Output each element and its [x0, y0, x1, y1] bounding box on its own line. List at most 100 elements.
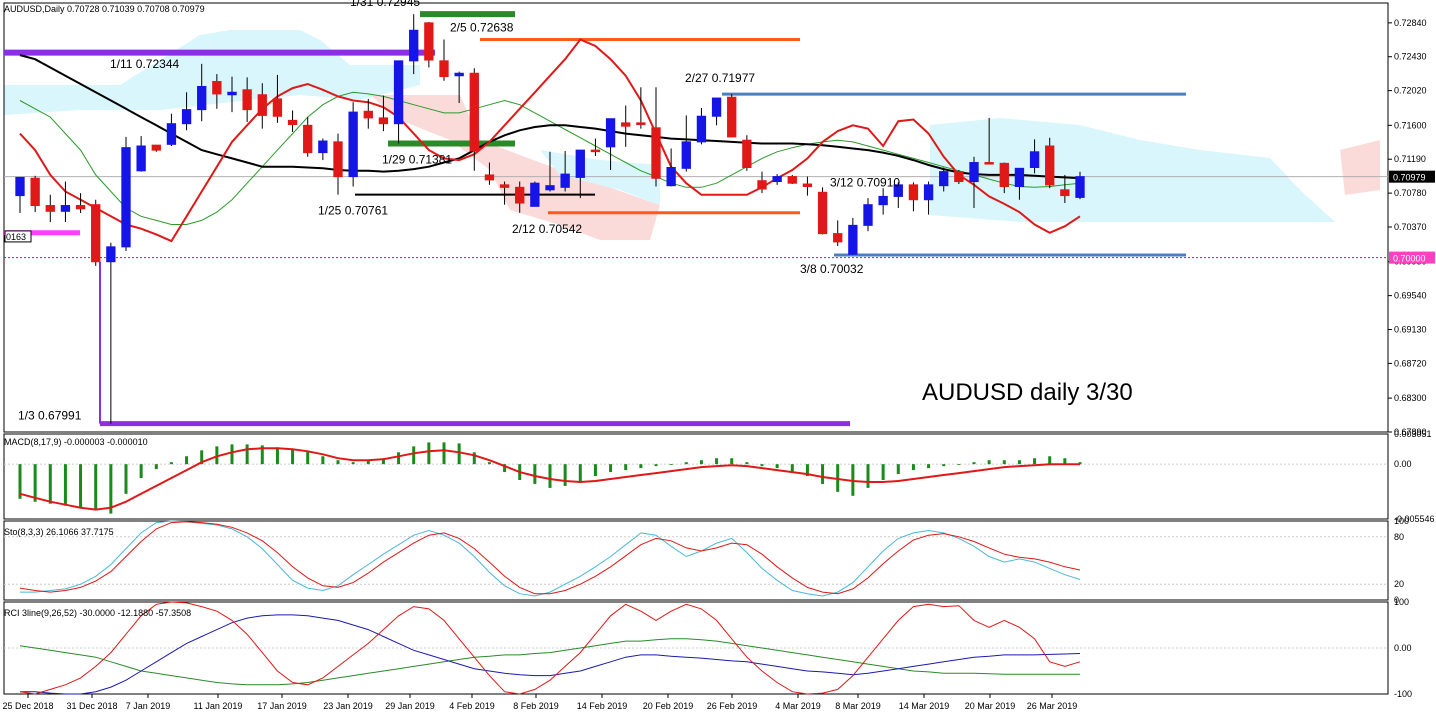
left-edge-label: 0163: [6, 232, 26, 242]
price-tick-label: 0.68720: [1394, 358, 1427, 368]
macd-bar: [760, 464, 764, 467]
macd-bar: [230, 444, 234, 465]
rci-mid-line: [20, 614, 1081, 695]
sto-tick-label: 100: [1394, 516, 1409, 526]
macd-pane: 0.003051 0.00 -0.005546: [4, 429, 1435, 524]
date-label: 26 Mar 2019: [1027, 701, 1078, 711]
macd-label: MACD(8,17,9) -0.000003 -0.000010: [4, 437, 148, 447]
candle-bear: [590, 149, 601, 153]
candle-bull: [1014, 167, 1025, 188]
macd-bar: [457, 443, 461, 465]
candle-bull: [681, 141, 691, 169]
date-label: 11 Jan 2019: [194, 701, 243, 711]
price-tick-label: 0.71600: [1394, 120, 1427, 130]
price-annotation: 3/8 0.70032: [800, 262, 864, 276]
candle-bull: [530, 182, 540, 207]
candle-bull: [1075, 176, 1085, 198]
candle-bull: [106, 246, 116, 263]
price-tick-label: 0.72020: [1394, 86, 1427, 96]
candle-bull: [848, 224, 858, 255]
macd-bar: [109, 464, 113, 514]
candle-bear: [499, 184, 510, 188]
macd-bar: [684, 462, 688, 465]
price-tick-label: 0.71190: [1394, 154, 1426, 164]
macd-bar: [669, 464, 673, 465]
candle-bear: [727, 96, 737, 138]
ichimoku-cloud: [4, 30, 1380, 240]
macd-bar: [533, 464, 537, 484]
price-annotation: 2/5 0.72638: [450, 21, 514, 35]
candle-bear: [424, 22, 434, 61]
candle-bull: [136, 145, 146, 172]
date-label: 8 Feb 2019: [513, 701, 559, 711]
candle-bull: [545, 185, 555, 191]
macd-bar: [351, 462, 355, 465]
date-label: 31 Dec 2018: [66, 701, 117, 711]
macd-bar: [1017, 460, 1021, 465]
date-label: 17 Jan 2019: [257, 701, 307, 711]
macd-bar: [245, 444, 249, 465]
candle-bear: [999, 162, 1009, 188]
macd-bar: [291, 449, 295, 465]
moving-averages: [19, 38, 1081, 243]
macd-bar: [366, 460, 370, 465]
macd-bar: [48, 464, 52, 504]
date-label: 29 Jan 2019: [385, 701, 435, 711]
rci-tick-label: 100: [1394, 597, 1409, 607]
pane-frame: [3, 520, 1389, 601]
candle-bear: [91, 204, 101, 263]
macd-bar: [609, 464, 613, 473]
macd-bar: [730, 458, 734, 465]
level-price-label: 0.70000: [1393, 254, 1426, 264]
candle-bull: [454, 72, 464, 77]
candle-bear: [30, 177, 40, 207]
candle-bear: [621, 122, 631, 127]
macd-tick-label: -0.005546: [1394, 514, 1435, 524]
candle-bull: [666, 166, 676, 187]
sto-signal-line: [19, 521, 1081, 595]
macd-signal-line: [19, 447, 1080, 511]
macd-bar: [624, 464, 628, 471]
price-annotation: 1/29 0.71381: [382, 152, 452, 166]
macd-bar: [1048, 456, 1052, 465]
candle-bear: [984, 162, 994, 165]
level-price-box: [1389, 251, 1435, 264]
price-annotation: 3/12 0.70910: [830, 175, 900, 189]
candle-bear: [257, 94, 267, 116]
macd-bar: [715, 458, 719, 465]
date-label: 20 Feb 2019: [643, 701, 694, 711]
date-label: 4 Feb 2019: [449, 701, 495, 711]
candle-bear: [242, 89, 252, 111]
candle-bear: [515, 186, 525, 204]
price-tick-label: 0.67890: [1394, 427, 1427, 437]
candle-bear: [378, 117, 389, 125]
candle-bear: [757, 180, 767, 190]
candle-bear: [1060, 189, 1070, 197]
rci-label: RCI 3line(9,26,52) -30.0000 -12.1880 -57…: [4, 608, 191, 618]
macd-bar: [94, 464, 98, 510]
macd-bar: [911, 464, 915, 471]
candle-bear: [1045, 145, 1055, 186]
current-price-box: [1389, 170, 1435, 183]
candle-bear: [212, 81, 222, 95]
macd-bar: [503, 464, 507, 473]
date-axis: 25 Dec 2018 31 Dec 2018 7 Jan 2019 11 Jan 2…: [2, 694, 1077, 711]
ma-red-line: [19, 38, 1081, 243]
macd-bar: [124, 464, 128, 494]
price-axis: 0.72840 0.72430 0.72020 0.71600 0.71190 0.707…: [4, 18, 1435, 437]
date-label: 14 Feb 2019: [577, 701, 628, 711]
stochastic-pane: 100 80 20 0: [4, 516, 1409, 605]
macd-bar: [699, 460, 703, 465]
candle-bear: [742, 139, 752, 168]
price-annotations: 1/31 0.72945 2/5 0.72638 1/11 0.72344 2/27 …: [18, 0, 900, 423]
macd-bar: [881, 464, 885, 480]
date-label: 23 Jan 2019: [323, 701, 373, 711]
macd-bar: [790, 464, 794, 473]
macd-bar: [805, 464, 809, 477]
date-label: 14 Mar 2019: [899, 701, 950, 711]
macd-bar: [1002, 460, 1006, 465]
candle-bear: [833, 233, 843, 243]
candle-bear: [151, 144, 161, 151]
rci-tick-label: -100: [1394, 689, 1412, 699]
